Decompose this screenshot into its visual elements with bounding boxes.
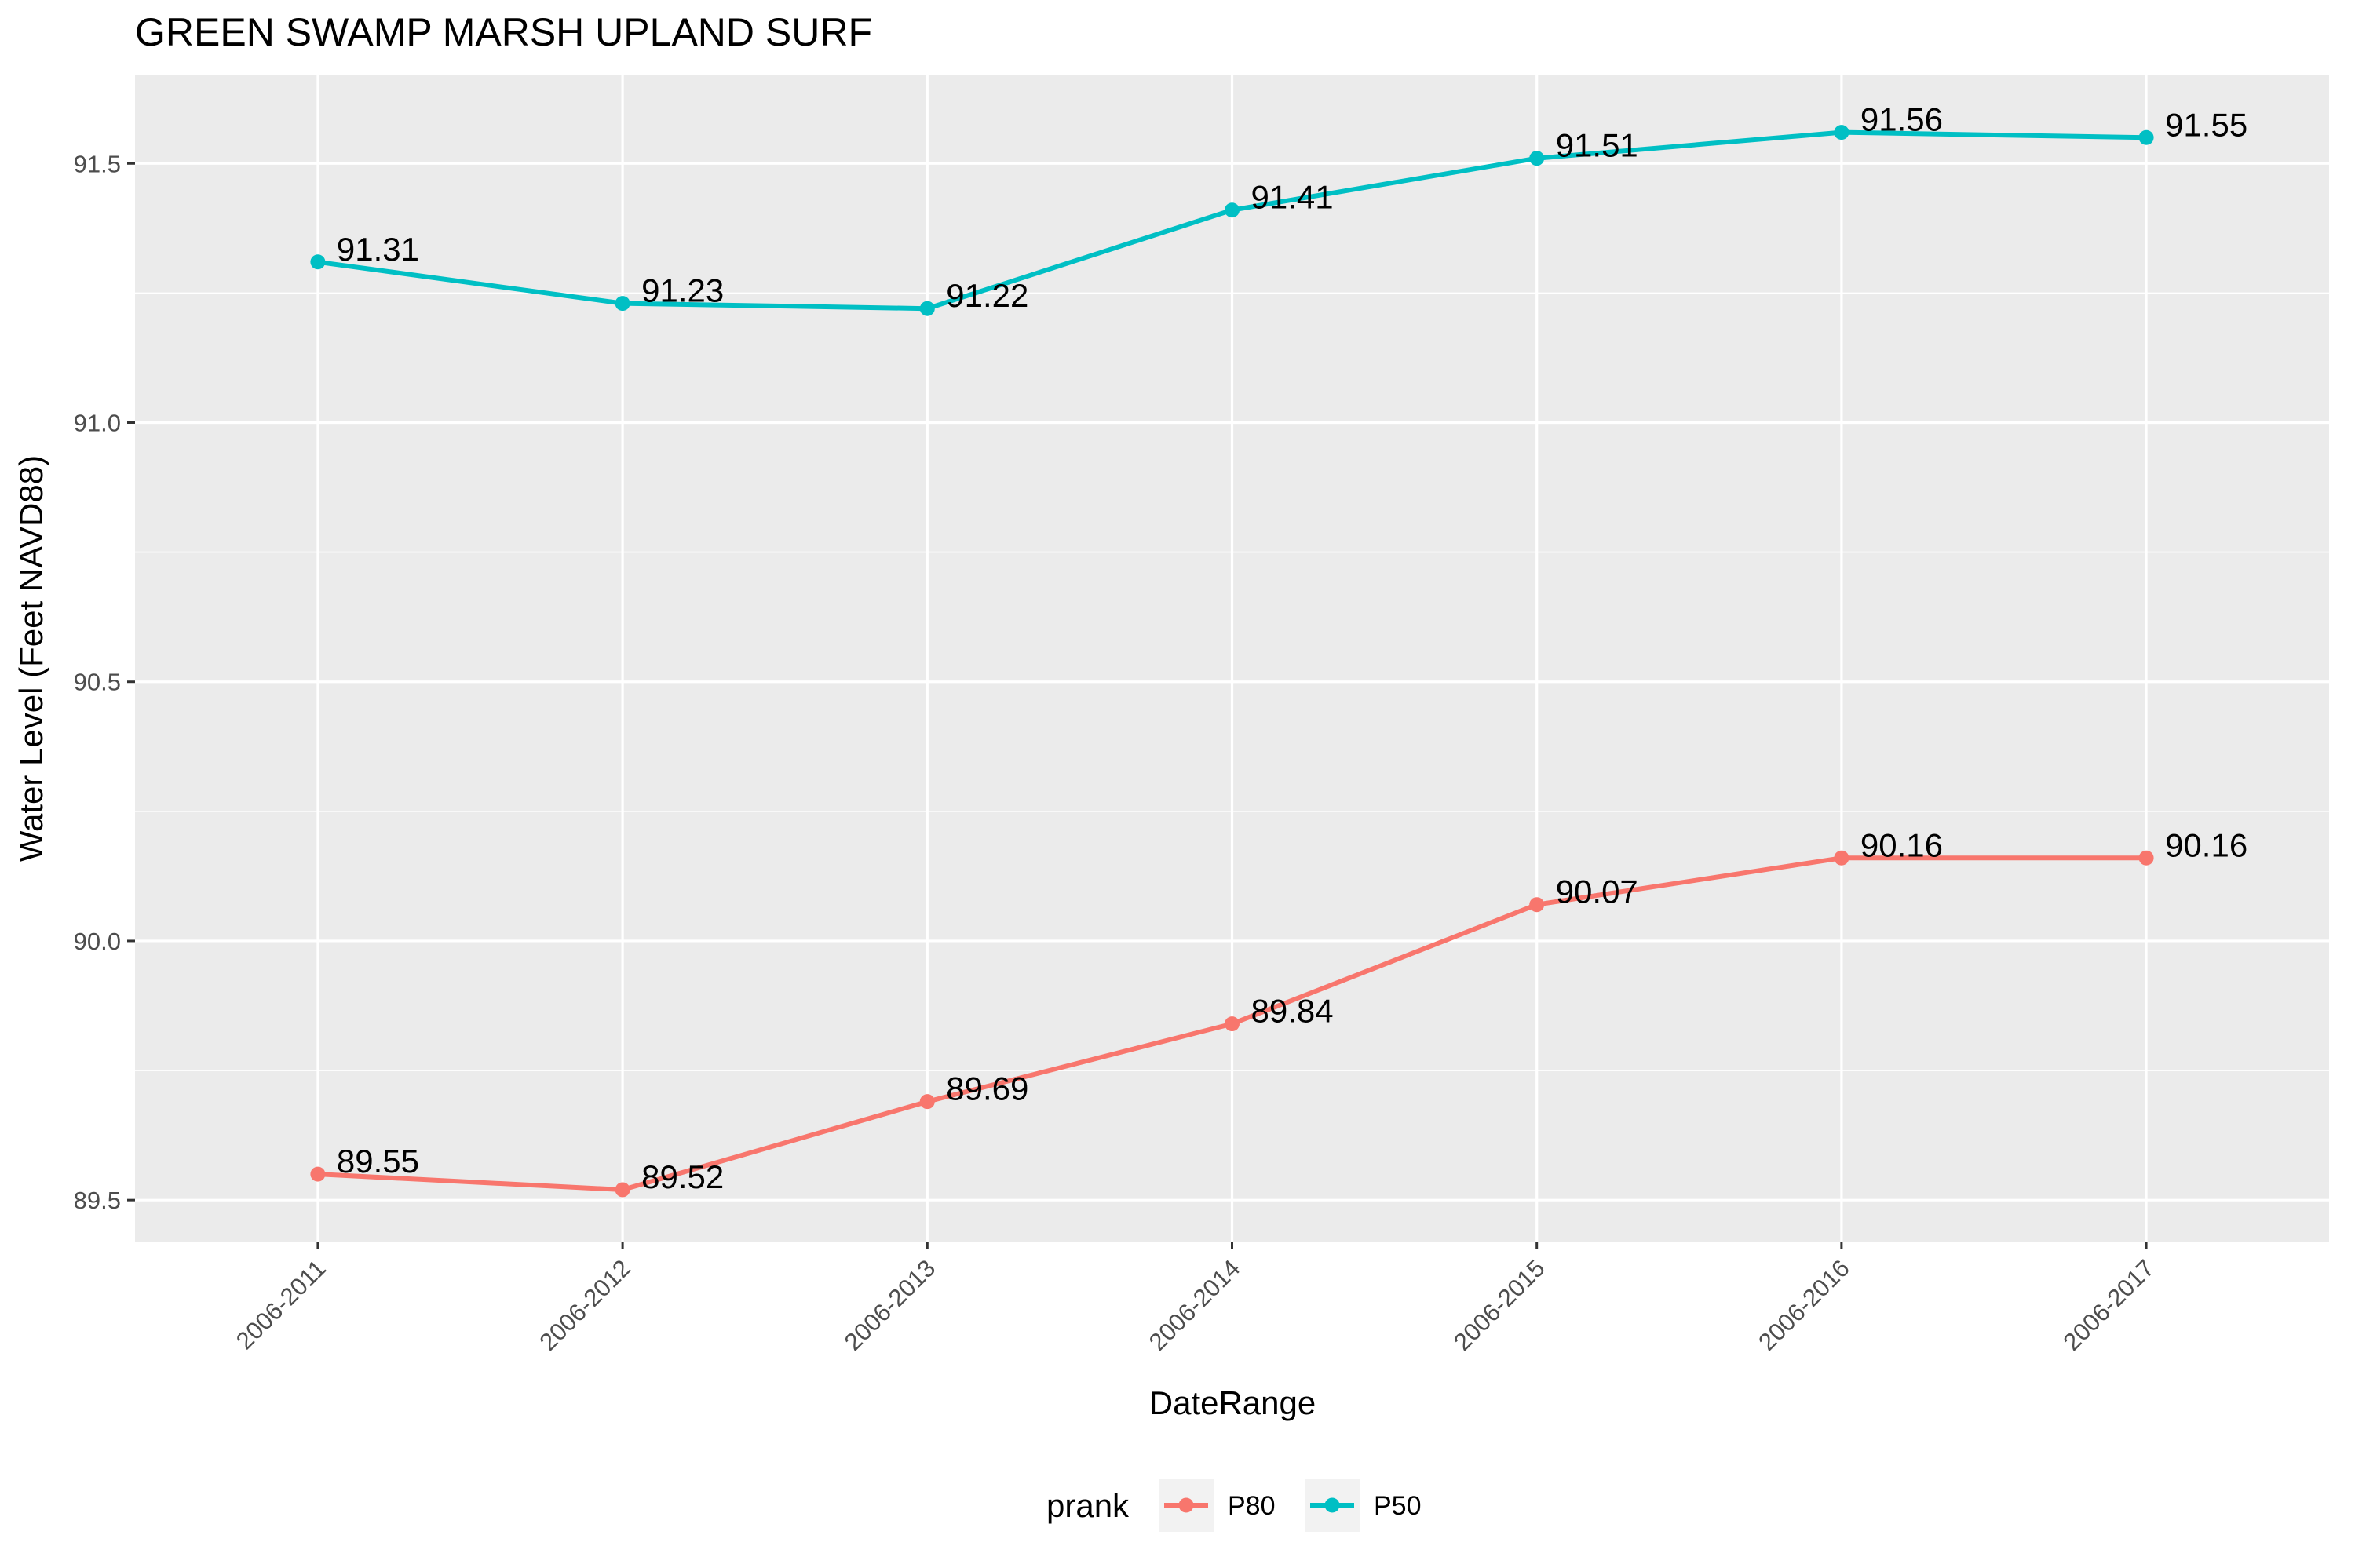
data-label-p50: 91.23 [641,272,724,309]
y-tick-label: 91.5 [74,150,121,177]
data-point-p50 [1834,125,1849,140]
data-point-p80 [919,1094,935,1110]
data-label-layer: 89.55 89.52 89.69 89.84 90.07 90.16 90.16 91.31… [337,101,2247,1195]
x-axis: 2006-2011 2006-2012 2006-2013 2006-2014 2006… [231,1242,2160,1356]
data-point-p50 [615,296,630,312]
x-tick-label: 2006-2012 [534,1254,636,1356]
x-axis-title: DateRange [1149,1384,1316,1421]
data-label-p80: 90.07 [1556,873,1638,910]
legend-label-p80: P80 [1228,1491,1276,1521]
x-tick-label: 2006-2013 [839,1254,941,1356]
chart-title: GREEN SWAMP MARSH UPLAND SURF [135,10,872,54]
legend-title: prank [1046,1487,1130,1524]
data-label-p50: 91.51 [1556,127,1638,164]
data-label-p50: 91.55 [2165,106,2247,143]
data-label-p80: 89.55 [337,1143,419,1180]
x-tick-label: 2006-2011 [231,1254,331,1355]
x-tick-label: 2006-2015 [1448,1254,1550,1356]
x-tick-label: 2006-2016 [1753,1254,1855,1356]
data-label-p80: 90.16 [1860,826,1943,863]
data-label-p50: 91.31 [337,231,419,268]
data-label-p80: 90.16 [2165,826,2247,863]
y-axis-title: Water Level (Feet NAVD88) [13,455,49,862]
data-label-p80: 89.84 [1251,993,1334,1030]
series-layer [310,125,2154,1198]
legend-point-p50 [1324,1497,1340,1513]
data-point-p50 [1529,151,1545,166]
data-point-p80 [1225,1016,1240,1032]
y-tick-label: 91.0 [74,409,121,436]
data-point-p80 [310,1166,326,1182]
data-point-p50 [2138,129,2154,145]
legend-label-p50: P50 [1374,1491,1422,1521]
y-tick-label: 90.5 [74,669,121,696]
data-point-p80 [615,1182,630,1198]
data-label-p50: 91.22 [946,277,1028,314]
data-label-p80: 89.52 [641,1158,724,1195]
data-label-p50: 91.56 [1860,101,1943,138]
y-tick-label: 90.0 [74,928,121,955]
x-tick-label: 2006-2014 [1144,1254,1246,1356]
data-label-p80: 89.69 [946,1070,1028,1107]
legend-point-p80 [1178,1497,1194,1513]
data-point-p50 [310,254,326,270]
data-point-p50 [919,301,935,316]
legend: prank P80 P50 [1046,1479,1422,1532]
major-gridlines [135,75,2329,1242]
data-point-p80 [1529,897,1545,913]
y-tick-label: 89.5 [74,1187,121,1214]
data-point-p80 [2138,850,2154,866]
x-tick-label: 2006-2017 [2057,1254,2160,1356]
y-axis: 89.5 90.0 90.5 91.0 91.5 [74,150,135,1214]
data-point-p50 [1225,202,1240,218]
data-point-p80 [1834,850,1849,866]
data-label-p50: 91.41 [1251,179,1334,216]
